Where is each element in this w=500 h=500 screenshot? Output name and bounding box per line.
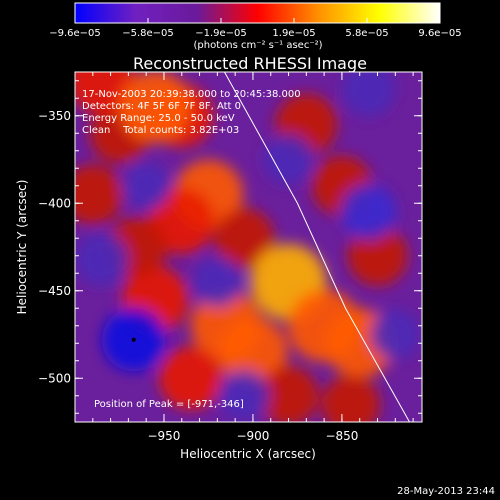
info-line-2: Detectors: 4F 5F 6F 7F 8F, Att 0 (82, 101, 241, 112)
intensity-blob (340, 184, 397, 240)
intensity-blob (75, 164, 123, 225)
y-tick-label: −400 (38, 196, 71, 210)
colorbar-tick-label: 1.9e−05 (272, 28, 315, 39)
intensity-blob (347, 225, 408, 286)
intensity-blob (370, 309, 420, 360)
chart-title: Reconstructed RHESSI Image (133, 54, 367, 73)
intensity-blob (118, 72, 192, 144)
intensity-blob (159, 346, 223, 410)
intensity-blob (263, 134, 314, 185)
intensity-blob (342, 72, 396, 116)
intensity-blob (192, 257, 242, 307)
info-text-block: 17-Nov-2003 20:39:38.000 to 20:45:38.000… (82, 89, 301, 136)
solar-limb-line (224, 72, 410, 422)
footer-timestamp: 28-May-2013 23:44 (397, 486, 495, 497)
intensity-blob (218, 370, 270, 421)
intensity-blob (190, 290, 262, 362)
info-line-1: 17-Nov-2003 20:39:38.000 to 20:45:38.000 (82, 89, 301, 100)
intensity-blob (258, 365, 319, 422)
colorbar-ticks: −9.6e−05 −5.8e−05 −1.9e−05 1.9e−05 5.8e−05 9.… (49, 18, 462, 39)
peak-marker (131, 337, 136, 342)
info-line-4: Clean Total counts: 3.82E+03 (82, 125, 239, 136)
plot-frame (74, 71, 423, 423)
x-tick-label: −950 (147, 429, 180, 443)
y-axis-label: Heliocentric Y (arcsec) (15, 180, 29, 315)
x-tick-label: −850 (325, 429, 358, 443)
colorbar (74, 2, 441, 24)
colorbar-tick-label: −5.8e−05 (122, 28, 174, 39)
y-tick-label: −450 (38, 284, 71, 298)
info-line-3: Energy Range: 25.0 - 50.0 keV (82, 113, 235, 124)
colorbar-tick-label: 5.8e−05 (345, 28, 388, 39)
colorbar-tick-label: −1.9e−05 (195, 28, 247, 39)
peak-position-text: Position of Peak = [-971,-346] (94, 399, 244, 410)
intensity-blob (122, 161, 171, 210)
y-tick-label: −500 (38, 371, 71, 385)
x-tick-label: −900 (236, 429, 269, 443)
intensity-blob (75, 232, 129, 286)
axis-ticks: −950 −900 −850 −350 −400 −450 −500 (38, 72, 422, 443)
colorbar-tick-label: 9.6e−05 (418, 28, 461, 39)
y-tick-label: −350 (38, 109, 71, 123)
intensity-blob (214, 208, 275, 269)
colorbar-tick-label: −9.6e−05 (49, 28, 101, 39)
intensity-blob (321, 375, 381, 422)
intensity-map (75, 72, 420, 422)
x-axis-label: Heliocentric X (arcsec) (180, 447, 316, 461)
colorbar-unit-label: (photons cm⁻² s⁻¹ asec⁻²) (193, 40, 322, 51)
